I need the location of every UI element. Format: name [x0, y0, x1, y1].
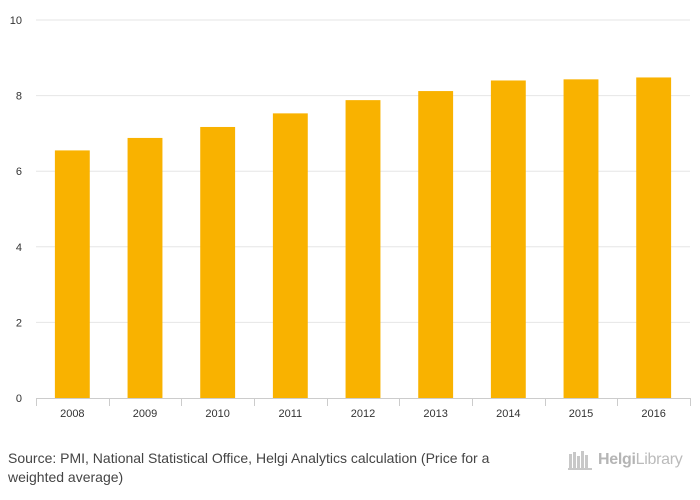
bar-2008 — [54, 150, 90, 398]
logo-wordmark-bold: Helgi — [598, 451, 636, 468]
x-tick-label: 2010 — [205, 408, 229, 420]
bar-2014 — [490, 80, 526, 398]
bar-2013 — [418, 91, 454, 399]
x-tick-label: 2011 — [279, 408, 303, 420]
x-tick-label: 2013 — [423, 408, 447, 420]
bar-2012 — [345, 100, 381, 399]
bar-2016 — [636, 77, 672, 399]
y-tick-label: 4 — [16, 242, 22, 254]
bar-2011 — [272, 113, 308, 398]
logo-wordmark: HelgiLibrary — [598, 451, 683, 469]
library-logo-icon — [568, 451, 592, 470]
bar-2009 — [127, 137, 163, 398]
y-tick-label: 2 — [16, 317, 22, 329]
helgilibrary-logo: HelgiLibrary — [568, 448, 683, 472]
x-tick-label: 2015 — [569, 408, 593, 420]
bar-2015 — [563, 79, 599, 398]
source-note: Source: PMI, National Statistical Office… — [8, 450, 494, 485]
bar-2010 — [200, 126, 236, 398]
y-tick-label: 10 — [10, 15, 22, 27]
x-tick-label: 2008 — [60, 408, 84, 420]
x-tick-label: 2016 — [641, 408, 665, 420]
logo-wordmark-light: Library — [635, 451, 683, 468]
y-tick-label: 0 — [16, 393, 22, 405]
x-tick-label: 2014 — [496, 408, 520, 420]
bar-chart: 0 2 4 6 8 10 2008 2009 2010 2011 2012 2013 2014 2015 2… — [10, 15, 691, 420]
y-tick-label: 6 — [16, 166, 22, 178]
x-tick-label: 2012 — [351, 408, 375, 420]
y-tick-label: 8 — [16, 91, 22, 103]
x-tick-label: 2009 — [133, 408, 157, 420]
